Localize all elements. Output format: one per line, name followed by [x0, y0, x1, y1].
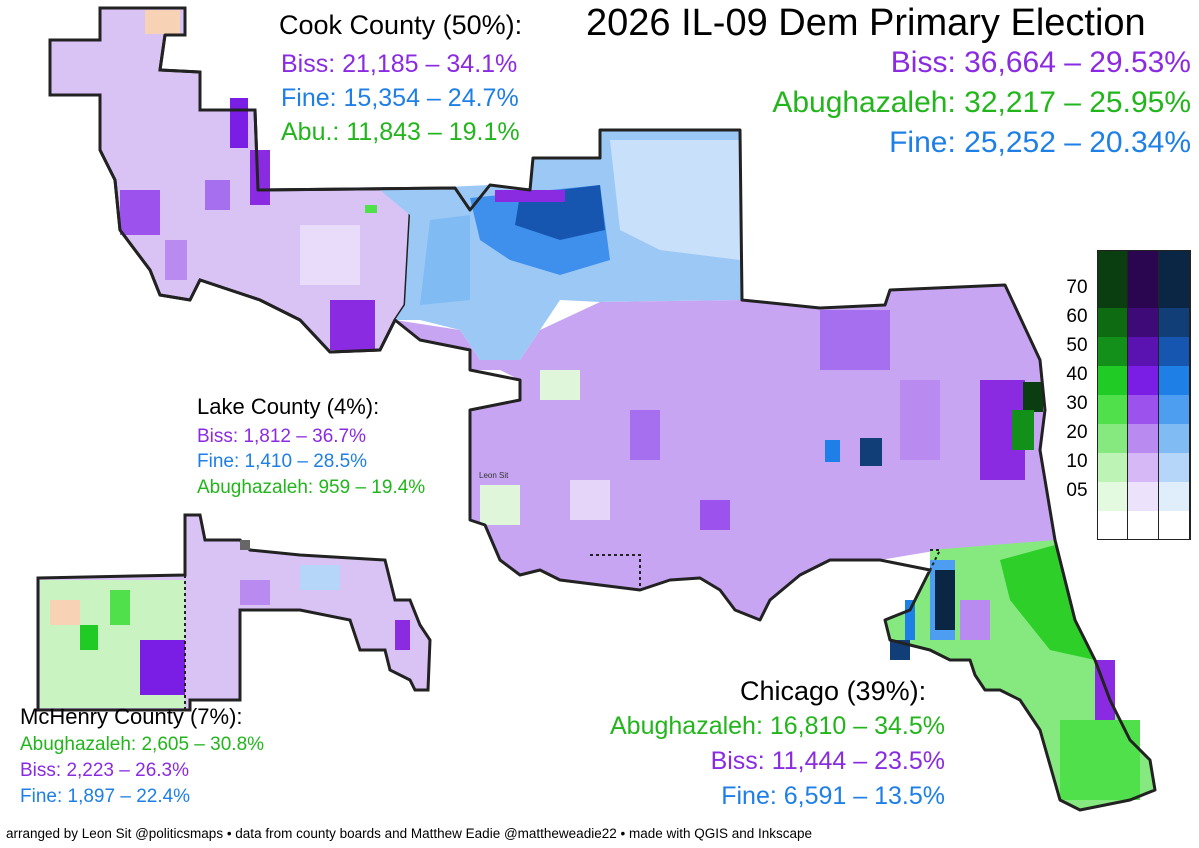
- legend-swatch: [1128, 395, 1159, 424]
- chicago-fine: Fine: 6,591 – 13.5%: [721, 782, 945, 810]
- legend-swatch: [1097, 308, 1128, 337]
- legend-swatch: [1159, 395, 1190, 424]
- overall-fine: Fine: 25,252 – 20.34%: [889, 126, 1191, 159]
- legend-swatch: [1159, 279, 1190, 308]
- legend-label: 70: [1066, 277, 1088, 298]
- legend-swatch: [1128, 308, 1159, 337]
- mchenry-biss: Biss: 2,223 – 26.3%: [20, 760, 189, 781]
- legend-swatch: [1097, 279, 1128, 308]
- legend-swatch: [1159, 250, 1190, 279]
- cook-central-region: [395, 285, 1055, 620]
- chicago-biss: Biss: 11,444 – 23.5%: [710, 747, 945, 775]
- legend-swatch: [1128, 337, 1159, 366]
- lake-county-header: Lake County (4%):: [197, 394, 380, 419]
- lake-abughazaleh: Abughazaleh: 959 – 19.4%: [197, 477, 426, 498]
- credit-line: arranged by Leon Sit @politicsmaps • dat…: [6, 826, 813, 841]
- legend-label: 50: [1066, 335, 1088, 356]
- cook-county-header: Cook County (50%):: [279, 10, 523, 40]
- cook-northwest-region: [48, 6, 473, 354]
- legend-swatch: [1097, 395, 1128, 424]
- legend-swatch: [1159, 337, 1190, 366]
- legend-label: 20: [1066, 422, 1088, 443]
- legend-swatch: [1097, 337, 1128, 366]
- cook-fine: Fine: 15,354 – 24.7%: [281, 84, 519, 112]
- chicago-header: Chicago (39%):: [740, 676, 927, 706]
- mchenry-lake-inset: [36, 513, 432, 712]
- legend-swatch: [1097, 482, 1128, 511]
- legend-label: 40: [1066, 364, 1088, 385]
- legend-swatch: [1128, 424, 1159, 453]
- mchenry-county-header: McHenry County (7%):: [20, 704, 243, 729]
- chicago-abughazaleh: Abughazaleh: 16,810 – 34.5%: [610, 712, 945, 740]
- legend-swatch: [1159, 453, 1190, 482]
- legend-swatch: [1097, 250, 1128, 279]
- cook-abughazaleh: Abu.: 11,843 – 19.1%: [281, 118, 520, 146]
- legend-label: 60: [1066, 306, 1088, 327]
- legend-swatch: [1097, 511, 1128, 540]
- mchenry-fine: Fine: 1,897 – 22.4%: [20, 786, 191, 807]
- lake-biss: Biss: 1,812 – 36.7%: [197, 426, 366, 447]
- legend-swatch: [1128, 482, 1159, 511]
- legend-swatch: [1128, 453, 1159, 482]
- district-outline: [48, 6, 1157, 812]
- legend-swatch: [1128, 511, 1159, 540]
- chicago-region: [885, 540, 1155, 810]
- overall-biss: Biss: 36,664 – 29.53%: [890, 46, 1191, 79]
- legend-label: 10: [1066, 451, 1088, 472]
- cook-north-blue-region: [380, 130, 742, 360]
- overall-abughazaleh: Abughazaleh: 32,217 – 25.95%: [772, 86, 1191, 119]
- legend-swatch: [1097, 366, 1128, 395]
- color-legend: [1097, 250, 1191, 540]
- legend-swatch: [1159, 366, 1190, 395]
- legend-swatch: [1159, 308, 1190, 337]
- legend-swatch: [1097, 424, 1128, 453]
- mchenry-abughazaleh: Abughazaleh: 2,605 – 30.8%: [20, 734, 265, 755]
- map-title: 2026 IL-09 Dem Primary Election: [586, 2, 1146, 44]
- lake-fine: Fine: 1,410 – 28.5%: [197, 451, 368, 472]
- legend-label: 30: [1066, 393, 1088, 414]
- legend-swatch: [1128, 250, 1159, 279]
- legend-swatch: [1159, 482, 1190, 511]
- legend-swatch: [1128, 279, 1159, 308]
- legend-swatch: [1097, 453, 1128, 482]
- legend-swatch: [1128, 366, 1159, 395]
- legend-label: 05: [1066, 480, 1088, 501]
- legend-swatch: [1159, 511, 1190, 540]
- cook-biss: Biss: 21,185 – 34.1%: [281, 50, 518, 78]
- map-signature: Leon Sit: [479, 471, 509, 480]
- legend-swatch: [1159, 424, 1190, 453]
